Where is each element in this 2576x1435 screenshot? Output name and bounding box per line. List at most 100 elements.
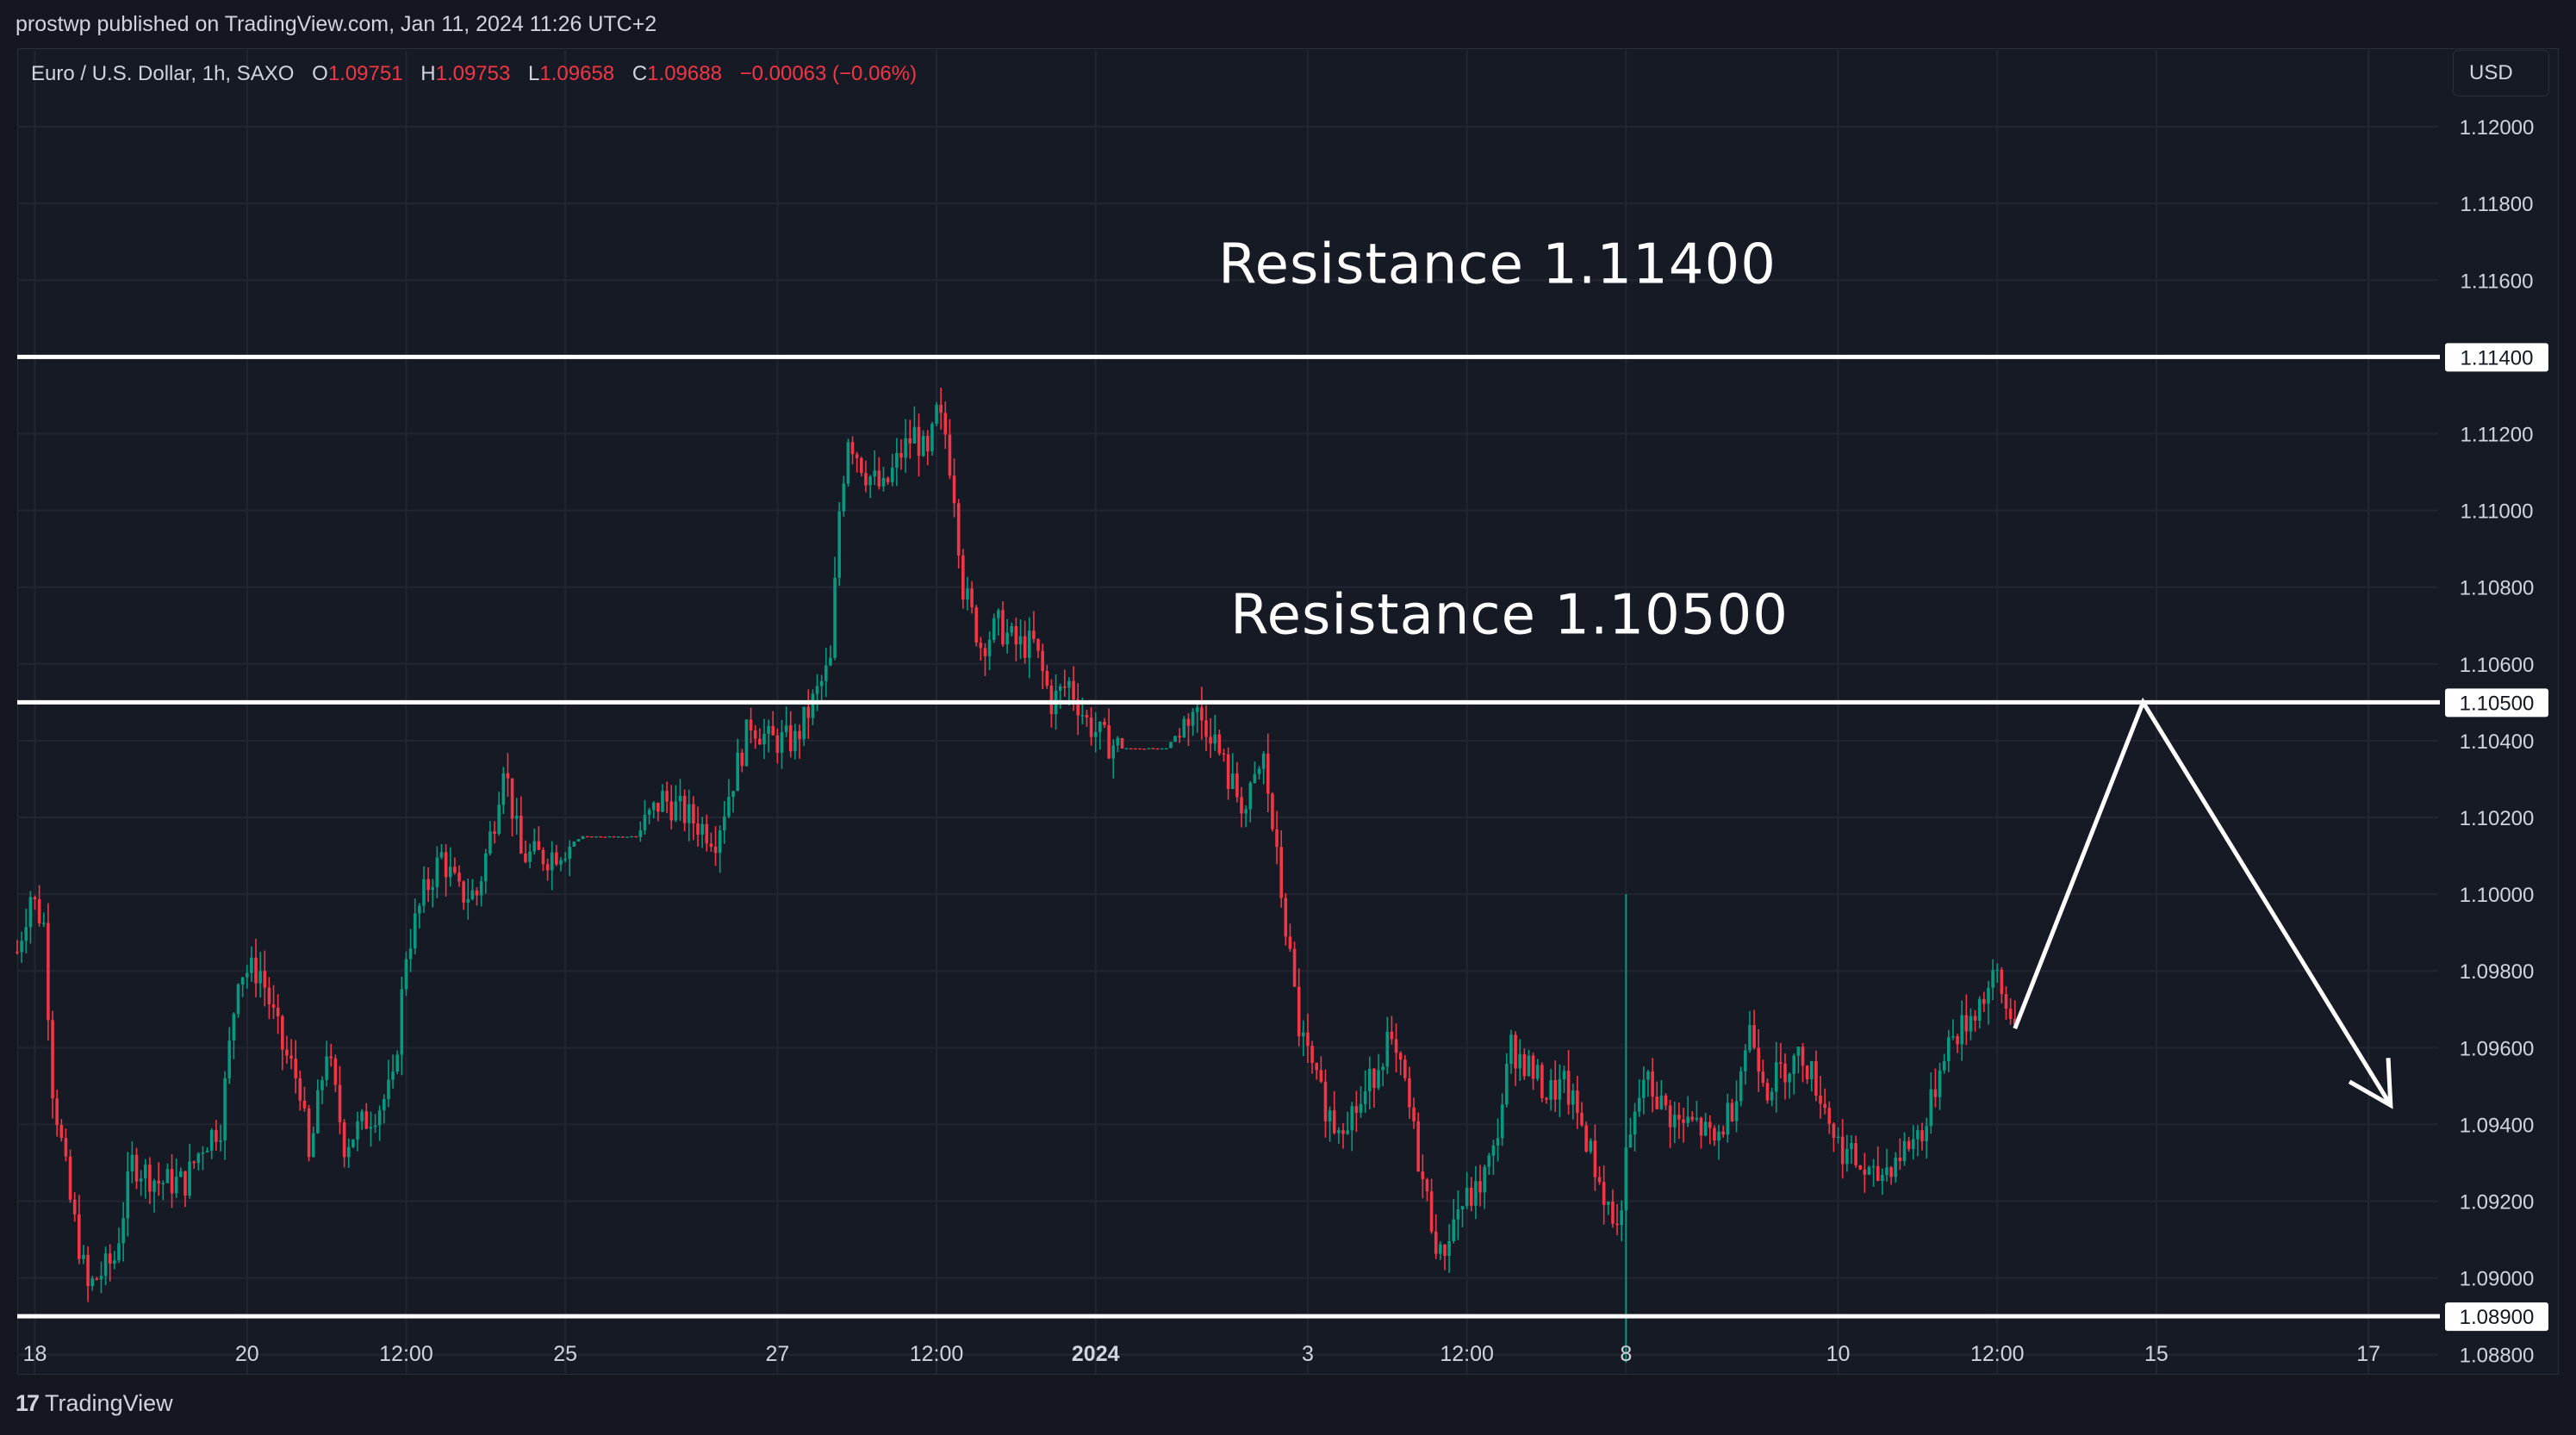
horizontal-levels: 1.11400 Resistance 1.11400 1.10500 Resistan… <box>17 233 2548 1332</box>
candle-body <box>1363 1091 1367 1104</box>
candle <box>895 438 899 487</box>
candle <box>784 706 788 737</box>
candle-body <box>1664 1095 1668 1106</box>
candle-body <box>1469 1188 1473 1206</box>
candle <box>311 1126 315 1158</box>
candle-body <box>501 773 506 805</box>
candle-body <box>1788 1073 1791 1083</box>
candle-body <box>466 898 470 903</box>
candle <box>961 549 965 609</box>
candle-body <box>514 815 519 819</box>
candle <box>749 707 753 743</box>
candle-body <box>1951 1036 1955 1038</box>
candle <box>837 501 841 587</box>
candle <box>713 826 718 867</box>
candle <box>563 852 567 863</box>
candle-body <box>524 853 527 862</box>
candle <box>731 791 735 813</box>
candle <box>1991 959 1994 1001</box>
candle <box>877 457 881 490</box>
candle <box>227 1027 232 1084</box>
candle-body <box>121 1218 125 1244</box>
candle <box>665 781 669 814</box>
candle <box>1500 1093 1504 1146</box>
candle <box>1814 1050 1818 1102</box>
candle-body <box>798 730 801 740</box>
candle-body <box>1584 1125 1588 1152</box>
candle <box>1496 1118 1500 1162</box>
candle-body <box>1863 1169 1867 1175</box>
candle <box>1509 1029 1513 1074</box>
candle-body <box>1085 715 1089 718</box>
candle <box>908 419 912 459</box>
candle <box>656 802 660 822</box>
currency-button[interactable]: USD <box>2453 50 2549 96</box>
candle <box>917 413 921 477</box>
candle <box>16 940 19 955</box>
price-tick-label: 1.11600 <box>2461 270 2534 293</box>
candle <box>1531 1053 1535 1090</box>
candle-body <box>1178 736 1181 738</box>
price-axis: 1.12000 1.11800 1.11600 1.11200 1.11000 1.108… <box>2460 116 2535 1368</box>
candle <box>1107 708 1111 760</box>
chart-panel[interactable] <box>17 48 2559 1375</box>
candle-body <box>1107 724 1111 759</box>
candle-body <box>1230 773 1235 789</box>
candle-body <box>1646 1071 1650 1080</box>
candle-body <box>170 1169 174 1194</box>
candle <box>223 1071 227 1160</box>
candle-body <box>342 1121 346 1158</box>
candle-body <box>134 1154 139 1182</box>
price-tick-label: 1.11200 <box>2461 424 2534 447</box>
candle-body <box>935 404 938 425</box>
candle-body <box>1593 1140 1597 1177</box>
candle <box>1933 1068 1938 1108</box>
candle <box>470 879 475 901</box>
candle <box>1058 683 1062 709</box>
candle-body <box>1067 680 1071 688</box>
candle <box>1465 1171 1469 1209</box>
price-tick-label: 1.12000 <box>2460 116 2535 140</box>
candle <box>1385 1016 1390 1074</box>
candle-body <box>1774 1062 1778 1092</box>
candle-body <box>285 1049 289 1056</box>
candle <box>184 1171 187 1208</box>
candle-body <box>1607 1201 1610 1205</box>
candle <box>1549 1069 1552 1111</box>
candle-body <box>1620 1210 1623 1226</box>
candle-body <box>1911 1139 1915 1150</box>
candle-body <box>585 836 589 838</box>
candle <box>1765 1078 1770 1104</box>
candle-body <box>740 752 744 767</box>
candle-body <box>925 435 930 451</box>
candle <box>1805 1065 1809 1084</box>
candle-body <box>634 836 638 838</box>
candle <box>1752 1009 1756 1050</box>
candle-body <box>545 864 550 871</box>
candle-body <box>188 1161 191 1196</box>
candle-body <box>192 1161 196 1164</box>
candle-body <box>51 1020 54 1099</box>
candle-body <box>1885 1167 1888 1176</box>
candle <box>1827 1101 1832 1134</box>
candle-body <box>2000 969 2004 995</box>
candle <box>1832 1122 1836 1152</box>
candle <box>1213 715 1217 751</box>
candle-body <box>868 476 872 486</box>
candle <box>1111 739 1116 779</box>
candle-body <box>435 857 439 888</box>
candle <box>572 841 576 847</box>
candle-body <box>223 1078 227 1141</box>
candle <box>1894 1152 1898 1183</box>
tradingview-logo[interactable]: 17 TradingView <box>16 1390 173 1417</box>
candle <box>811 689 815 725</box>
candle <box>780 719 784 769</box>
candle <box>1580 1102 1584 1128</box>
candle-body <box>1819 1095 1822 1104</box>
candle-body <box>289 1055 293 1059</box>
candle-body <box>775 735 780 753</box>
candle <box>873 450 877 486</box>
candle <box>1783 1053 1787 1100</box>
candle <box>1518 1039 1521 1081</box>
